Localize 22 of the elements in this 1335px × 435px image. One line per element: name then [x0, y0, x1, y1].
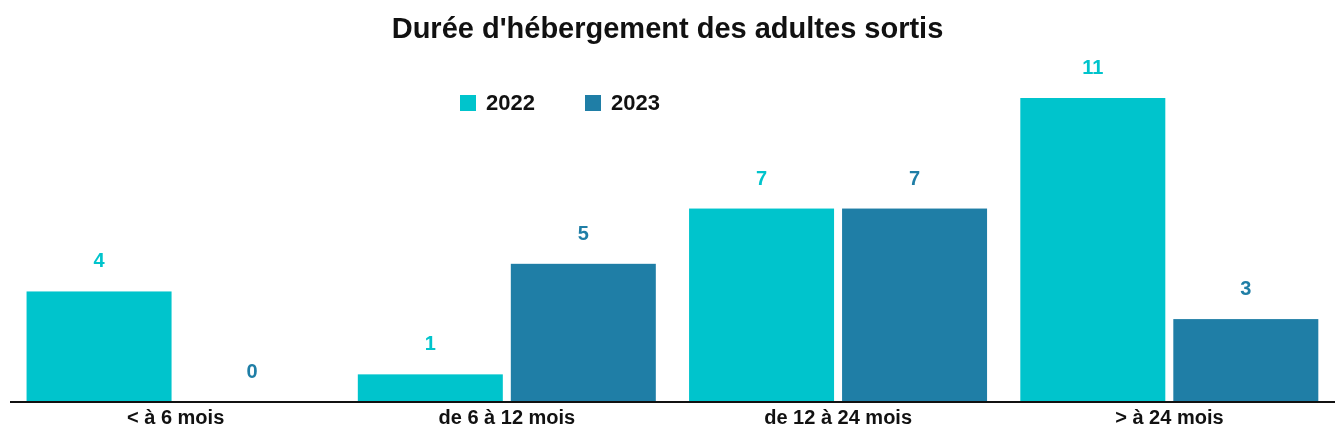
data-label: 5 [577, 221, 589, 244]
bar [26, 291, 172, 402]
data-label: 3 [1240, 277, 1252, 300]
data-label: 7 [756, 166, 768, 189]
bar [1020, 98, 1166, 402]
legend-label: 2022 [486, 90, 535, 116]
x-tick-label: > à 24 mois [1115, 406, 1224, 429]
data-label: 11 [1082, 56, 1104, 78]
data-label: 7 [909, 166, 921, 189]
bar [510, 263, 656, 402]
bar [357, 374, 503, 402]
chart-title: Durée d'hébergement des adultes sortis [390, 12, 945, 45]
data-label: 4 [93, 249, 106, 272]
x-tick-label: de 6 à 12 mois [438, 406, 576, 429]
bar [842, 208, 988, 402]
legend-label: 2023 [610, 90, 660, 116]
x-tick-label: de 12 à 24 mois [764, 406, 913, 429]
bar [1173, 319, 1319, 402]
data-label: 1 [424, 332, 436, 355]
data-label: 0 [246, 360, 258, 382]
x-tick-label: < à 6 mois [126, 406, 225, 429]
bar [689, 208, 835, 402]
